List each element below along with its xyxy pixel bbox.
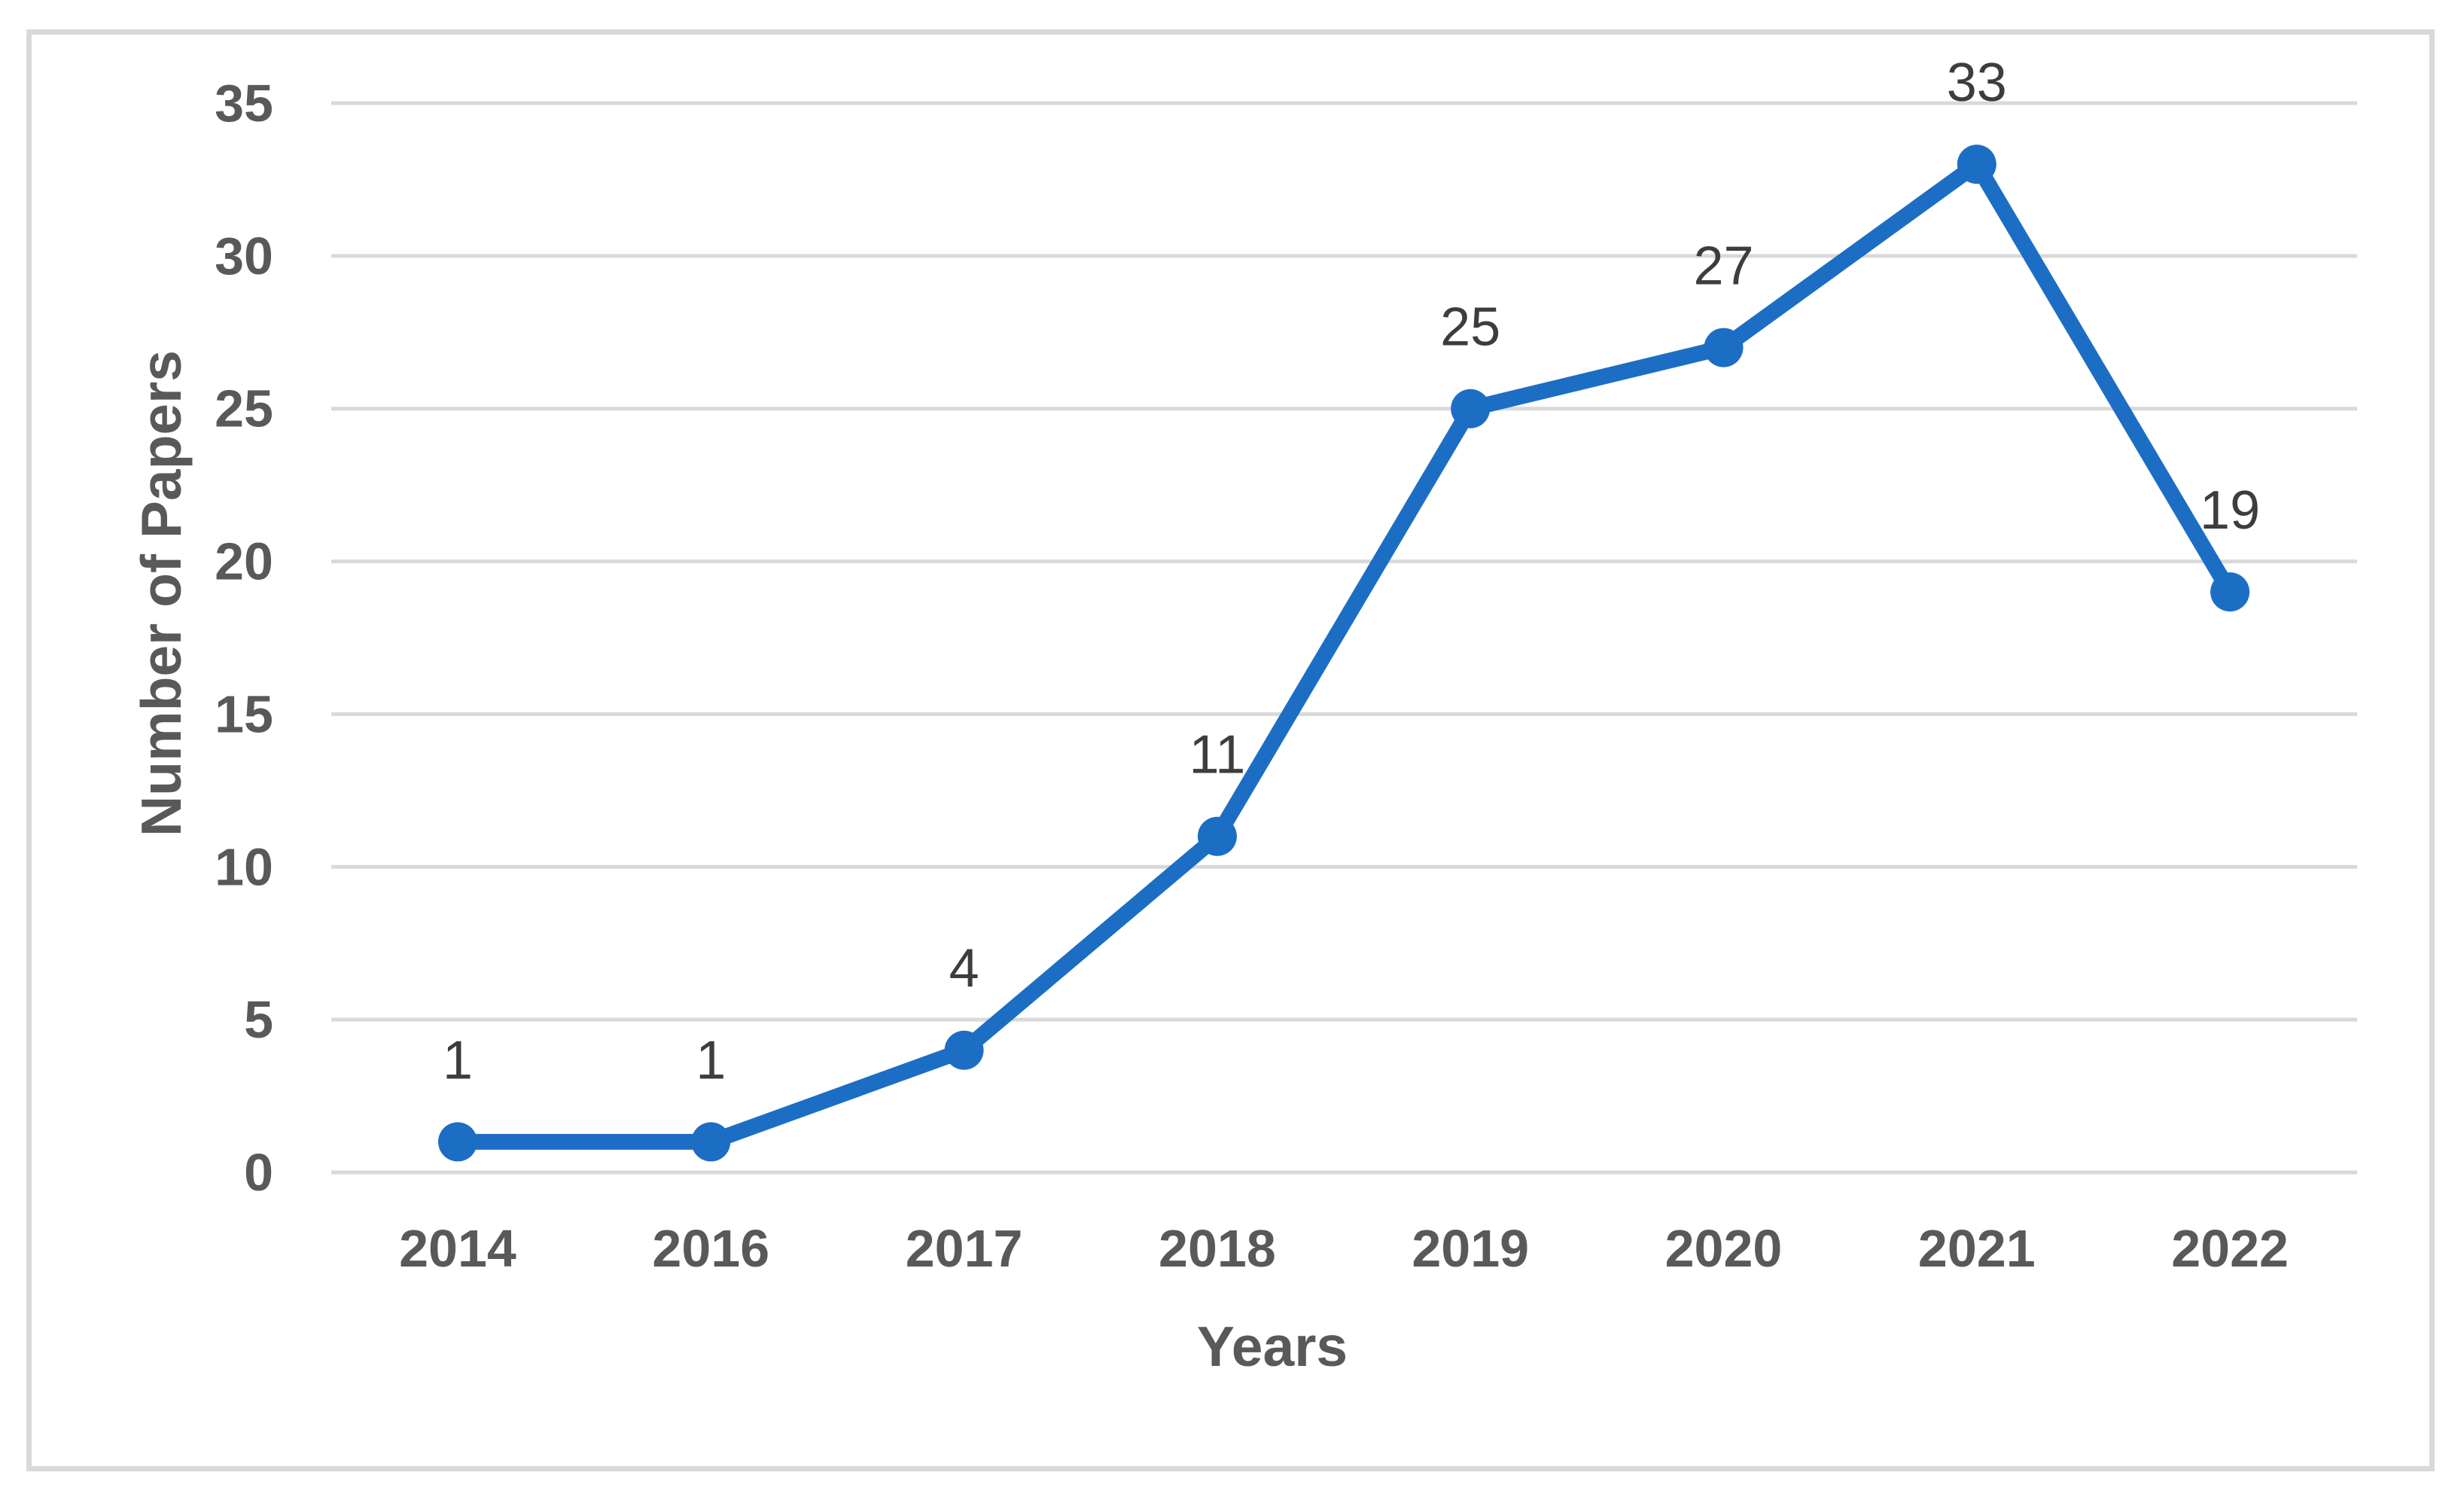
x-tick-label: 2022 bbox=[2171, 1219, 2289, 1278]
data-label: 1 bbox=[696, 1030, 726, 1090]
data-point-marker bbox=[2210, 572, 2250, 612]
x-tick-label: 2017 bbox=[906, 1219, 1023, 1278]
y-tick-label: 15 bbox=[215, 684, 273, 743]
series-line bbox=[449, 156, 2238, 1150]
data-label: 33 bbox=[1947, 53, 2007, 113]
y-tick-label: 10 bbox=[215, 837, 273, 896]
x-tick-label: 2019 bbox=[1412, 1219, 1529, 1278]
data-point-marker bbox=[438, 1122, 477, 1162]
data-label: 25 bbox=[1440, 297, 1500, 358]
y-axis-title: Number of Papers bbox=[129, 350, 193, 837]
y-tick-label: 5 bbox=[244, 990, 273, 1049]
data-label: 27 bbox=[1693, 236, 1753, 297]
y-tick-label: 0 bbox=[244, 1143, 273, 1202]
data-label: 19 bbox=[2200, 480, 2260, 541]
y-tick-label: 25 bbox=[215, 380, 273, 438]
data-point-marker bbox=[944, 1030, 984, 1070]
data-label: 1 bbox=[443, 1030, 473, 1090]
x-axis-title: Years bbox=[1196, 1315, 1348, 1378]
data-point-marker bbox=[691, 1122, 731, 1162]
x-tick-label: 2014 bbox=[399, 1219, 516, 1278]
chart-border bbox=[26, 29, 2435, 1471]
data-point-marker bbox=[1451, 389, 1491, 428]
x-tick-label: 2018 bbox=[1159, 1219, 1276, 1278]
y-tick-label: 20 bbox=[215, 532, 273, 591]
y-tick-label: 30 bbox=[215, 227, 273, 285]
data-point-marker bbox=[1197, 816, 1237, 856]
data-label: 4 bbox=[949, 939, 979, 999]
x-tick-label: 2021 bbox=[1918, 1219, 2036, 1278]
x-tick-label: 2020 bbox=[1665, 1219, 1783, 1278]
data-label: 11 bbox=[1189, 725, 1246, 785]
x-tick-label: 2016 bbox=[652, 1219, 769, 1278]
data-point-marker bbox=[1704, 328, 1744, 367]
y-tick-label: 35 bbox=[215, 74, 273, 133]
data-point-marker bbox=[1957, 145, 1996, 184]
